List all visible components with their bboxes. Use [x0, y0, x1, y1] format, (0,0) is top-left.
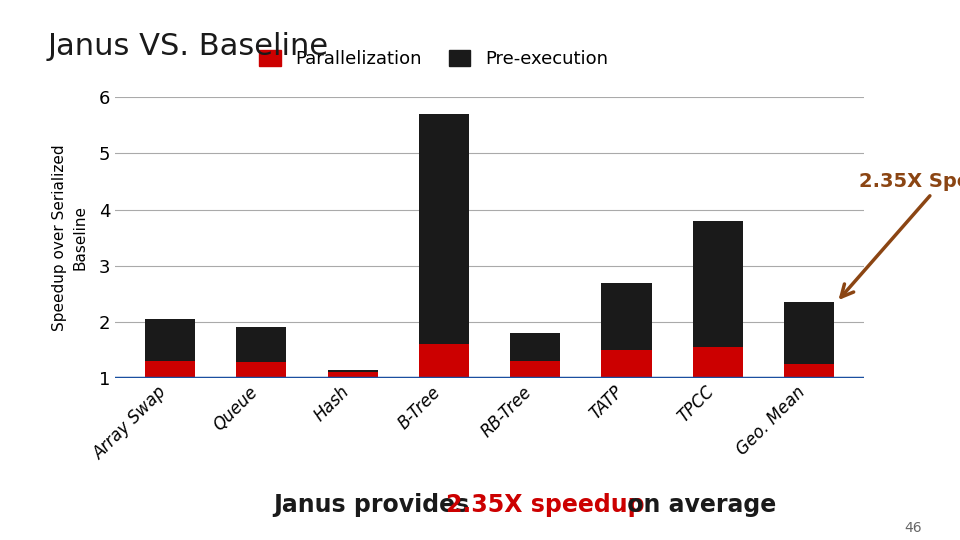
- Bar: [419, 345, 469, 378]
- Bar: [327, 369, 377, 373]
- Bar: [145, 361, 195, 378]
- Bar: [236, 362, 286, 378]
- Text: on average: on average: [619, 493, 777, 517]
- Bar: [510, 333, 561, 361]
- Bar: [602, 350, 652, 378]
- Text: 2.35X speedup: 2.35X speedup: [446, 493, 645, 517]
- Bar: [693, 347, 743, 378]
- Bar: [145, 319, 195, 361]
- Text: Janus VS. Baseline: Janus VS. Baseline: [48, 32, 329, 62]
- Bar: [236, 327, 286, 362]
- Legend: Parallelization, Pre-execution: Parallelization, Pre-execution: [259, 50, 608, 69]
- Bar: [419, 114, 469, 345]
- Bar: [602, 282, 652, 350]
- Text: 46: 46: [904, 521, 922, 535]
- Bar: [693, 221, 743, 347]
- Bar: [784, 364, 834, 378]
- Text: 2.35X Speedup: 2.35X Speedup: [841, 172, 960, 297]
- Y-axis label: Speedup over Serialized
Baseline: Speedup over Serialized Baseline: [52, 144, 87, 331]
- Bar: [784, 302, 834, 364]
- Text: Janus provides: Janus provides: [274, 493, 478, 517]
- Bar: [327, 373, 377, 378]
- Bar: [510, 361, 561, 378]
